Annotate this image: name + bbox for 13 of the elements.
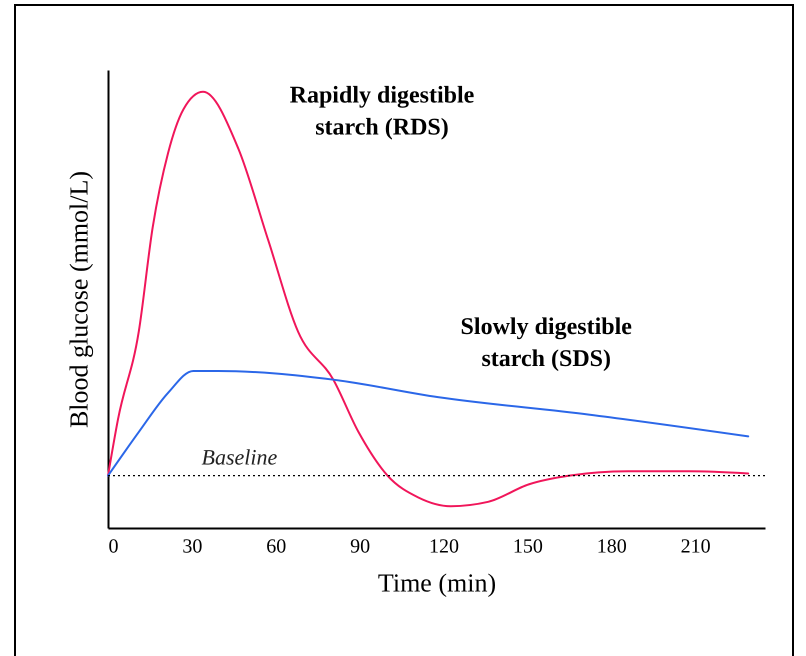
series-label: Slowly digestible starch (SDS) xyxy=(460,314,632,372)
x-tick-label: 60 xyxy=(266,536,286,558)
y-axis-title: Blood glucose (mmol/L) xyxy=(64,170,94,428)
ref-line-label: Baseline xyxy=(202,444,278,470)
x-tick-label: 120 xyxy=(428,536,459,558)
text: Rapidly digestible starch (RDS) xyxy=(290,82,475,141)
x-tick-label: 90 xyxy=(350,536,370,558)
x-tick-label: 150 xyxy=(512,536,543,558)
x-tick-label: 210 xyxy=(680,536,711,558)
x-tick-label: 30 xyxy=(182,536,202,558)
x-axis-title: Time (min) xyxy=(378,568,496,598)
x-tick-label: 180 xyxy=(596,536,627,558)
x-tick-label: 0 xyxy=(108,536,118,558)
